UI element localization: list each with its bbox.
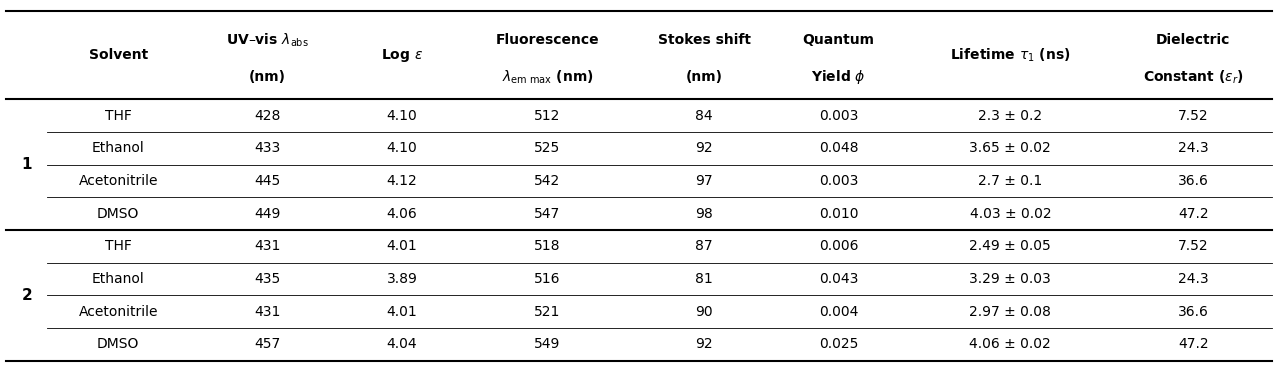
Text: 431: 431 [254,239,281,253]
Text: Quantum: Quantum [803,33,874,47]
Text: 47.2: 47.2 [1178,207,1209,221]
Text: 92: 92 [695,337,713,351]
Text: Constant ($\varepsilon_r$): Constant ($\varepsilon_r$) [1143,68,1243,86]
Text: 0.048: 0.048 [819,141,859,155]
Text: 87: 87 [695,239,713,253]
Text: 428: 428 [254,109,281,123]
Text: 97: 97 [695,174,713,188]
Text: 0.010: 0.010 [819,207,859,221]
Text: $\lambda_{\mathrm{em\ max}}$ (nm): $\lambda_{\mathrm{em\ max}}$ (nm) [502,68,593,86]
Text: 36.6: 36.6 [1178,174,1209,188]
Text: THF: THF [105,239,132,253]
Text: 433: 433 [254,141,281,155]
Text: 36.6: 36.6 [1178,305,1209,319]
Text: 2: 2 [22,288,32,303]
Text: 92: 92 [695,141,713,155]
Text: THF: THF [105,109,132,123]
Text: 24.3: 24.3 [1178,141,1209,155]
Text: 457: 457 [254,337,281,351]
Text: (nm): (nm) [249,70,286,84]
Text: Stokes shift: Stokes shift [658,33,750,47]
Text: UV–vis $\lambda_{\mathrm{abs}}$: UV–vis $\lambda_{\mathrm{abs}}$ [226,32,309,49]
Text: 2.3 ± 0.2: 2.3 ± 0.2 [978,109,1043,123]
Text: 521: 521 [534,305,561,319]
Text: 547: 547 [534,207,561,221]
Text: Fluorescence: Fluorescence [496,33,599,47]
Text: 435: 435 [254,272,281,286]
Text: DMSO: DMSO [97,207,139,221]
Text: 4.03 ± 0.02: 4.03 ± 0.02 [970,207,1051,221]
Text: Acetonitrile: Acetonitrile [78,174,158,188]
Text: 2.7 ± 0.1: 2.7 ± 0.1 [978,174,1043,188]
Text: 525: 525 [534,141,561,155]
Text: 518: 518 [534,239,561,253]
Text: 3.65 ± 0.02: 3.65 ± 0.02 [970,141,1052,155]
Text: 4.10: 4.10 [386,141,418,155]
Text: 90: 90 [695,305,713,319]
Text: 98: 98 [695,207,713,221]
Text: 0.003: 0.003 [819,109,859,123]
Text: 0.006: 0.006 [819,239,859,253]
Text: 2.49 ± 0.05: 2.49 ± 0.05 [970,239,1052,253]
Text: 512: 512 [534,109,561,123]
Text: Yield $\phi$: Yield $\phi$ [812,68,866,86]
Text: 4.01: 4.01 [386,239,418,253]
Text: Log $\varepsilon$: Log $\varepsilon$ [381,47,423,64]
Text: 3.29 ± 0.03: 3.29 ± 0.03 [970,272,1052,286]
Text: Solvent: Solvent [88,48,148,62]
Text: 542: 542 [534,174,561,188]
Text: 445: 445 [254,174,281,188]
Text: 7.52: 7.52 [1178,239,1209,253]
Text: 0.003: 0.003 [819,174,859,188]
Text: DMSO: DMSO [97,337,139,351]
Text: 4.01: 4.01 [386,305,418,319]
Text: Dielectric: Dielectric [1157,33,1231,47]
Text: 549: 549 [534,337,561,351]
Text: 4.06: 4.06 [386,207,418,221]
Text: 0.025: 0.025 [819,337,859,351]
Text: 431: 431 [254,305,281,319]
Text: 449: 449 [254,207,281,221]
Text: 84: 84 [695,109,713,123]
Text: 47.2: 47.2 [1178,337,1209,351]
Text: Acetonitrile: Acetonitrile [78,305,158,319]
Text: 24.3: 24.3 [1178,272,1209,286]
Text: Lifetime $\tau_1$ (ns): Lifetime $\tau_1$ (ns) [950,46,1071,64]
Text: 0.043: 0.043 [819,272,859,286]
Text: 7.52: 7.52 [1178,109,1209,123]
Text: Ethanol: Ethanol [92,141,144,155]
Text: 4.12: 4.12 [386,174,418,188]
Text: 516: 516 [534,272,561,286]
Text: 0.004: 0.004 [819,305,859,319]
Text: 4.06 ± 0.02: 4.06 ± 0.02 [970,337,1052,351]
Text: (nm): (nm) [686,70,723,84]
Text: 4.04: 4.04 [386,337,417,351]
Text: 2.97 ± 0.08: 2.97 ± 0.08 [970,305,1052,319]
Text: 3.89: 3.89 [386,272,418,286]
Text: 1: 1 [22,157,32,172]
Text: Ethanol: Ethanol [92,272,144,286]
Text: 4.10: 4.10 [386,109,418,123]
Text: 81: 81 [695,272,713,286]
